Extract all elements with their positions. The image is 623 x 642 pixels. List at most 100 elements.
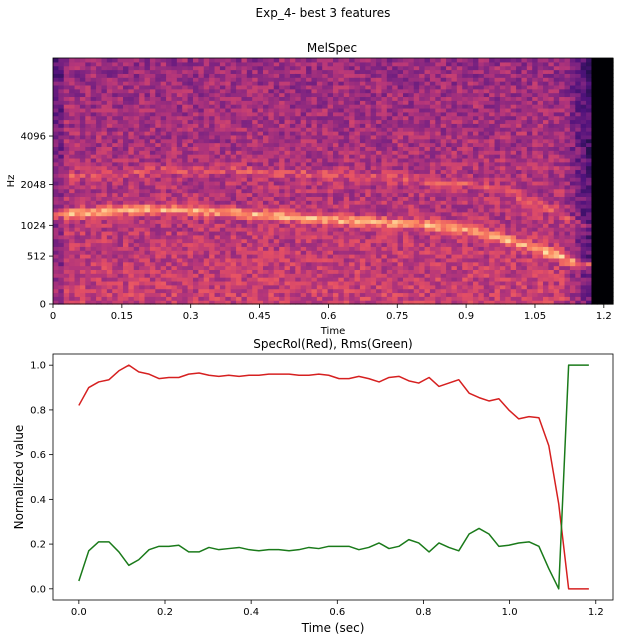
spectrogram-cell: [467, 207, 474, 213]
spectrogram-cell: [176, 92, 183, 98]
spectrogram-cell: [144, 88, 151, 94]
spectrogram-cell: [58, 269, 65, 274]
spectrogram-cell: [133, 58, 140, 63]
spectrogram-cell: [311, 157, 318, 163]
spectrogram-cell: [85, 227, 92, 232]
spectrogram-cell: [203, 123, 210, 128]
spectrogram-cell: [322, 92, 329, 98]
spectrogram-cell: [273, 238, 280, 244]
spectrogram-cell: [456, 92, 463, 98]
spectrogram-cell: [456, 242, 463, 247]
spectrogram-cell: [106, 215, 113, 221]
spectrogram-cell: [53, 81, 59, 86]
spectrogram-cell: [193, 296, 199, 301]
spectrogram-cell: [117, 223, 124, 228]
spectrogram-cell: [155, 192, 162, 197]
spectrogram-cell: [85, 181, 92, 186]
spectrogram-cell: [327, 257, 334, 263]
spectrogram-cell: [101, 196, 108, 201]
spectrogram-cell: [149, 223, 156, 228]
spectrogram-cell: [408, 196, 415, 201]
spectrogram-cell: [263, 65, 269, 71]
spectrogram-cell: [295, 238, 302, 244]
spectrogram-cell: [333, 277, 339, 282]
spectrogram-cell: [386, 92, 393, 98]
spectrogram-cell: [322, 246, 329, 251]
spectrogram-cell: [456, 230, 463, 236]
spectrogram-cell: [149, 127, 156, 132]
spectrogram-cell: [166, 273, 173, 278]
spectrogram-cell: [462, 292, 469, 297]
spectrogram-cell: [327, 181, 334, 186]
spectrogram-cell: [74, 296, 81, 301]
spectrogram-cell: [225, 92, 232, 98]
spectrogram-cell: [257, 184, 264, 190]
spectrogram-cell: [376, 58, 383, 63]
spectrogram-cell: [209, 284, 216, 290]
spectrogram-cell: [214, 169, 221, 174]
spectrogram-cell: [462, 250, 469, 255]
spectrogram-cell: [193, 184, 199, 190]
spectrogram-cell: [467, 300, 474, 305]
spectrogram-cell: [85, 119, 92, 124]
spectrogram-cell: [273, 100, 280, 105]
spectrogram-cell: [128, 157, 135, 163]
spectrogram-cell: [467, 104, 474, 109]
spectrogram-cell: [69, 142, 76, 147]
spectrogram-cell: [284, 211, 291, 217]
spectrogram-cell: [257, 200, 264, 205]
spectrogram-cell: [376, 127, 383, 132]
spectrogram-cell: [209, 61, 216, 67]
spectrogram-cell: [187, 200, 194, 205]
spectrogram-cell: [408, 88, 415, 94]
spectrogram-cell: [176, 238, 183, 244]
spectrogram-cell: [386, 173, 393, 178]
spectrogram-cell: [295, 265, 302, 270]
spectrogram-cell: [133, 211, 140, 217]
spectrogram-cell: [263, 119, 269, 124]
spectrogram-cell: [166, 184, 173, 190]
spectrogram-cell: [322, 138, 329, 144]
spectrogram-cell: [209, 146, 216, 151]
spectrogram-cell: [306, 154, 313, 159]
spectrogram-cell: [79, 242, 86, 247]
spectrogram-cell: [214, 234, 221, 240]
spectrogram-cell: [365, 238, 372, 244]
spectrogram-cell: [381, 300, 388, 305]
spectrogram-cell: [257, 273, 264, 278]
spectrogram-cell: [79, 104, 86, 109]
spectrogram-cell: [166, 81, 173, 86]
spectrogram-cell: [268, 61, 275, 67]
spectrogram-cell: [408, 273, 415, 278]
spectrogram-cell: [408, 58, 415, 63]
spectrogram-cell: [397, 157, 404, 163]
spectrogram-cell: [440, 96, 447, 101]
spectrogram-cell: [225, 200, 232, 205]
spectrogram-cell: [203, 192, 210, 197]
spectrogram-cell: [424, 173, 431, 178]
spectrogram-cell: [214, 150, 221, 155]
spectrogram-cell: [467, 223, 474, 228]
spectrogram-cell: [69, 204, 76, 209]
spectrogram-cell: [133, 234, 140, 240]
spectrogram-cell: [343, 92, 350, 98]
spectrogram-cell: [311, 73, 318, 78]
spectrogram-cell: [123, 227, 129, 232]
spectrogram-cell: [333, 257, 339, 263]
spectrogram-cell: [284, 100, 291, 105]
spectrogram-cell: [90, 284, 97, 290]
spectrogram-cell: [128, 215, 135, 221]
spectrogram-cell: [381, 188, 388, 194]
spectrogram-cell: [112, 146, 119, 151]
spectrogram-cell: [74, 104, 81, 109]
spectrogram-cell: [403, 257, 409, 263]
spectrogram-cell: [446, 127, 453, 132]
spectrogram-cell: [381, 65, 388, 71]
spectrogram-cell: [193, 223, 199, 228]
spectrogram-cell: [246, 215, 253, 221]
spectrogram-cell: [419, 300, 426, 305]
spectrogram-cell: [69, 196, 76, 201]
spectrogram-cell: [257, 65, 264, 71]
spectrogram-cell: [365, 280, 372, 286]
spectrogram-cell: [376, 138, 383, 144]
